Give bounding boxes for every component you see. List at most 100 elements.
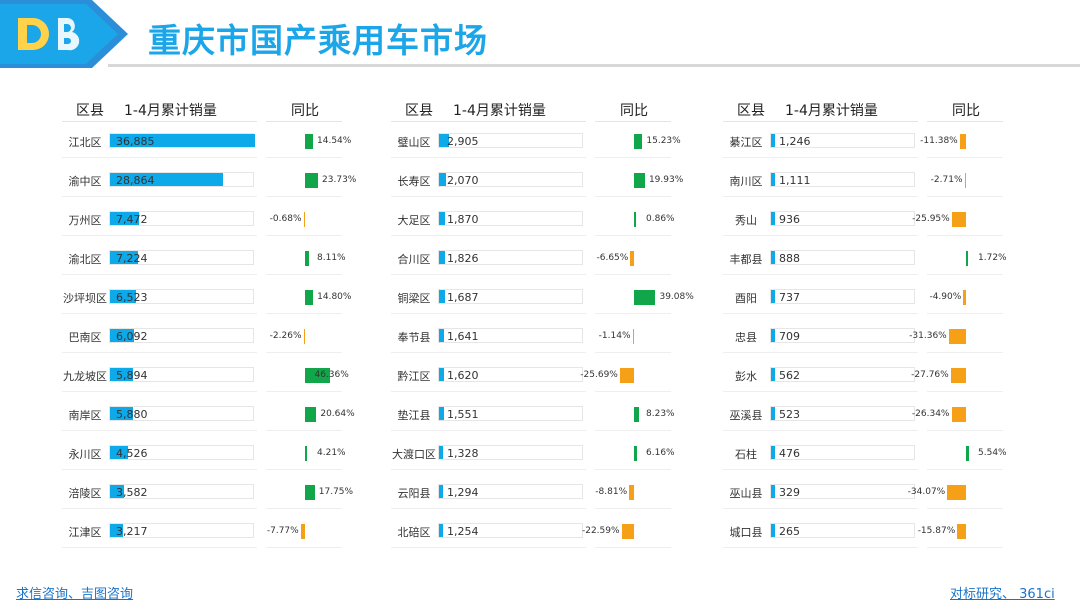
- yoy-value: -27.76%: [911, 370, 949, 380]
- sales-bar: [110, 251, 139, 264]
- yoy-positive-bar: [305, 446, 308, 461]
- sales-bar: [771, 407, 775, 420]
- row-divider: [723, 508, 918, 509]
- header-district: 区县: [76, 103, 104, 119]
- yoy-negative-bar: [621, 524, 634, 539]
- yoy-value: -11.38%: [920, 136, 958, 146]
- yoy-value: 0.86%: [646, 214, 675, 224]
- sales-bar-track: 936: [770, 211, 915, 226]
- district-label: 彭水: [735, 370, 757, 383]
- sales-bar-track: 1,294: [438, 484, 583, 499]
- sales-value: 1,254: [447, 525, 479, 538]
- row-divider: [927, 274, 1003, 275]
- yoy-positive-bar: [966, 446, 970, 461]
- sales-bar: [110, 290, 136, 303]
- row-divider: [266, 274, 342, 275]
- row-divider: [62, 391, 257, 392]
- row-divider: [391, 508, 586, 509]
- sales-bar-track: 3,217: [109, 523, 254, 538]
- footer-left-link[interactable]: 求信咨询、吉图咨询: [16, 587, 134, 602]
- sales-bar-track: 476: [770, 445, 915, 460]
- dc-logo-icon: [0, 0, 128, 68]
- sales-bar-track: 4,526: [109, 445, 254, 460]
- row-divider: [62, 157, 257, 158]
- row-divider: [391, 391, 586, 392]
- yoy-negative-bar: [964, 173, 966, 188]
- sales-bar: [771, 251, 775, 264]
- yoy-value: -8.81%: [595, 487, 628, 497]
- yoy-value: 14.54%: [317, 136, 352, 146]
- yoy-value: 6.16%: [646, 448, 675, 458]
- yoy-negative-bar: [963, 290, 966, 305]
- row-divider: [391, 274, 586, 275]
- district-label: 铜梁区: [397, 292, 431, 305]
- district-label: 大渡口区: [392, 448, 436, 461]
- sales-bar-track: 737: [770, 289, 915, 304]
- yoy-value: 39.08%: [659, 292, 694, 302]
- header: 重庆市国产乘用车市场: [0, 0, 1080, 68]
- yoy-value: -25.95%: [912, 214, 950, 224]
- sales-value: 1,870: [447, 213, 479, 226]
- district-label: 沙坪坝区: [63, 292, 107, 305]
- header-divider: [266, 121, 342, 122]
- district-label: 忠县: [735, 331, 757, 344]
- yoy-value: 46.36%: [314, 370, 349, 380]
- yoy-negative-bar: [951, 407, 966, 422]
- sales-value: 1,246: [779, 135, 811, 148]
- sales-value: 936: [779, 213, 800, 226]
- sales-bar-track: 2,905: [438, 133, 583, 148]
- row-divider: [266, 235, 342, 236]
- sales-bar-track: 7,224: [109, 250, 254, 265]
- sales-bar: [771, 485, 775, 498]
- sales-value: 5,880: [116, 408, 148, 421]
- yoy-positive-bar: [634, 290, 656, 305]
- yoy-negative-bar: [951, 212, 966, 227]
- sales-bar: [771, 368, 775, 381]
- yoy-value: 8.11%: [317, 253, 346, 263]
- district-label: 璧山区: [397, 136, 431, 149]
- sales-value: 3,217: [116, 525, 148, 538]
- sales-value: 36,885: [116, 135, 155, 148]
- sales-bar-track: 1,328: [438, 445, 583, 460]
- row-divider: [391, 313, 586, 314]
- row-divider: [595, 196, 671, 197]
- row-divider: [391, 547, 586, 548]
- sales-bar-track: 1,687: [438, 289, 583, 304]
- row-divider: [62, 313, 257, 314]
- district-label: 万州区: [68, 214, 102, 227]
- row-divider: [391, 235, 586, 236]
- yoy-value: 19.93%: [648, 175, 684, 185]
- yoy-negative-bar: [948, 329, 966, 344]
- row-divider: [723, 430, 918, 431]
- header-divider: [723, 121, 918, 122]
- sales-bar: [439, 290, 445, 303]
- yoy-negative-bar: [300, 524, 305, 539]
- yoy-value: -7.77%: [266, 526, 299, 536]
- sales-bar-track: 2,070: [438, 172, 583, 187]
- district-label: 南岸区: [68, 409, 102, 422]
- row-divider: [927, 157, 1003, 158]
- sales-bar-track: 1,111: [770, 172, 915, 187]
- row-divider: [62, 235, 257, 236]
- header-sales: 1-4月累计销量: [785, 103, 878, 119]
- sales-bar: [110, 407, 134, 420]
- sales-bar-track: 1,870: [438, 211, 583, 226]
- footer-right-link[interactable]: 对标研究、 361ci: [950, 587, 1055, 602]
- sales-bar-track: 1,826: [438, 250, 583, 265]
- sales-bar: [110, 134, 255, 147]
- row-divider: [266, 313, 342, 314]
- sales-bar: [439, 485, 444, 498]
- sales-bar: [110, 368, 134, 381]
- sales-bar-track: 6,092: [109, 328, 254, 343]
- row-divider: [266, 196, 342, 197]
- sales-bar-track: 562: [770, 367, 915, 382]
- row-divider: [595, 508, 671, 509]
- district-label: 长寿区: [397, 175, 431, 188]
- header-yoy: 同比: [291, 103, 319, 119]
- sales-value: 265: [779, 525, 800, 538]
- district-label: 大足区: [397, 214, 431, 227]
- header-yoy: 同比: [952, 103, 980, 119]
- sales-value: 476: [779, 447, 800, 460]
- row-divider: [595, 235, 671, 236]
- district-label: 九龙坡区: [63, 370, 107, 383]
